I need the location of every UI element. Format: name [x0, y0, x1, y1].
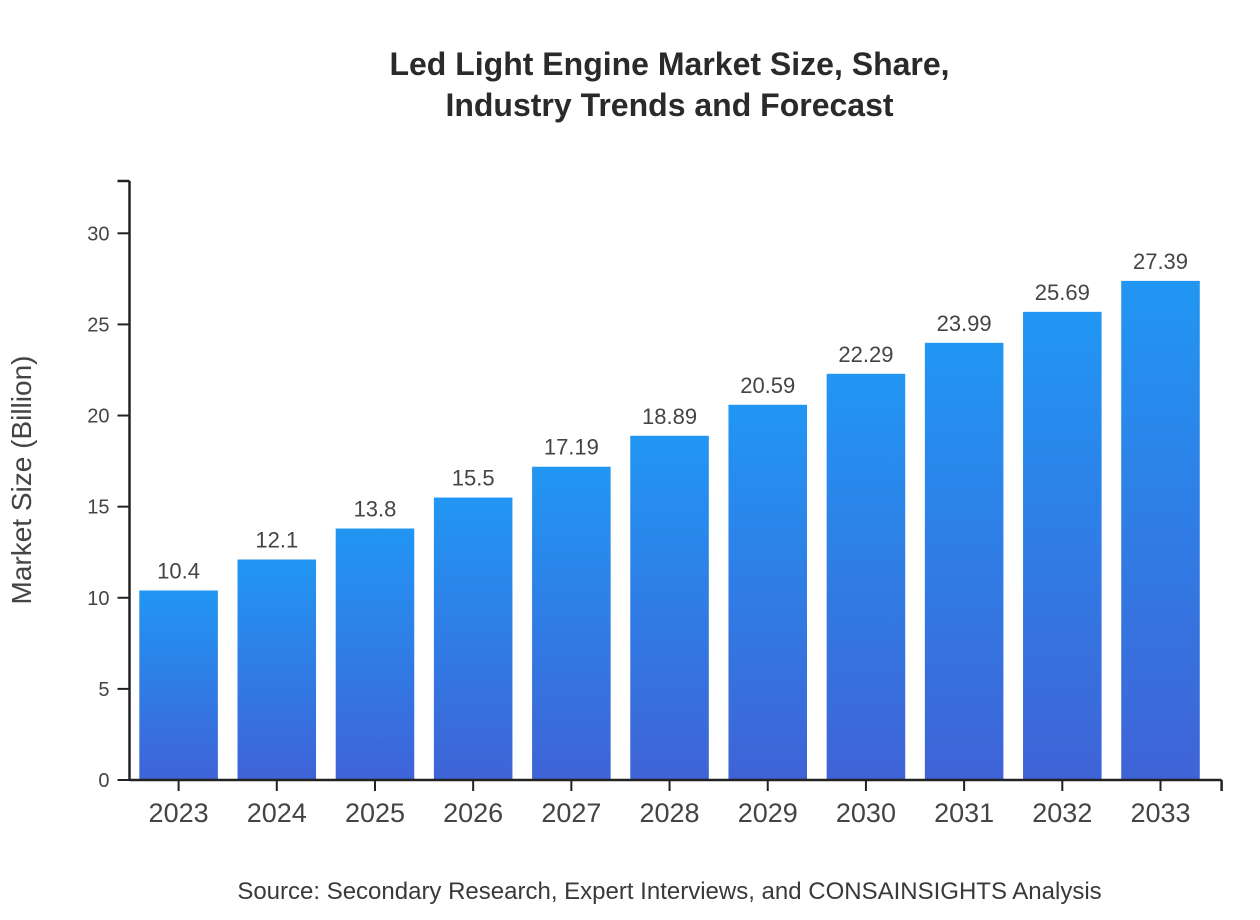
svg-text:18.89: 18.89 — [642, 404, 697, 429]
svg-text:2031: 2031 — [934, 798, 994, 828]
svg-text:10: 10 — [87, 588, 109, 610]
svg-text:2033: 2033 — [1130, 798, 1190, 828]
svg-text:0: 0 — [98, 770, 109, 792]
svg-text:30: 30 — [87, 223, 109, 245]
svg-text:10.4: 10.4 — [157, 558, 200, 583]
svg-text:17.19: 17.19 — [544, 435, 599, 460]
svg-text:13.8: 13.8 — [354, 497, 397, 522]
svg-text:2026: 2026 — [443, 798, 503, 828]
svg-text:2025: 2025 — [345, 798, 405, 828]
svg-text:2023: 2023 — [149, 798, 209, 828]
svg-text:25.69: 25.69 — [1035, 280, 1090, 305]
svg-text:2028: 2028 — [640, 798, 700, 828]
svg-text:15: 15 — [87, 497, 109, 519]
svg-text:20: 20 — [87, 406, 109, 428]
svg-text:2029: 2029 — [738, 798, 798, 828]
svg-text:25: 25 — [87, 314, 109, 336]
svg-text:22.29: 22.29 — [838, 342, 893, 367]
svg-text:2032: 2032 — [1032, 798, 1092, 828]
svg-text:23.99: 23.99 — [937, 311, 992, 336]
svg-text:12.1: 12.1 — [255, 528, 298, 553]
svg-text:15.5: 15.5 — [452, 466, 495, 491]
svg-text:27.39: 27.39 — [1133, 249, 1188, 274]
svg-text:2024: 2024 — [247, 798, 307, 828]
svg-text:20.59: 20.59 — [740, 373, 795, 398]
svg-text:2027: 2027 — [541, 798, 601, 828]
svg-text:5: 5 — [98, 679, 109, 701]
svg-text:2030: 2030 — [836, 798, 896, 828]
